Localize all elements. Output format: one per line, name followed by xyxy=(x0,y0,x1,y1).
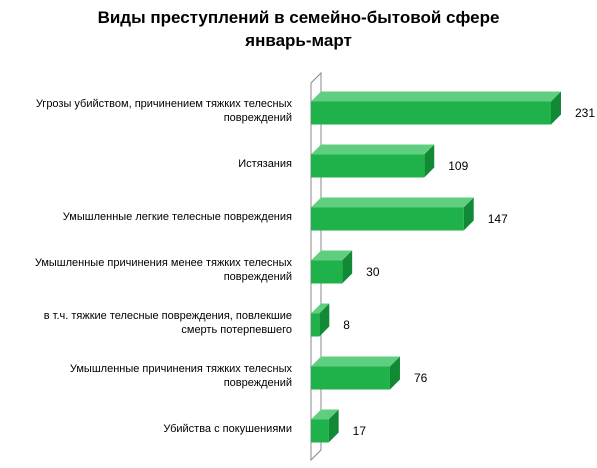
category-label-3-line-0: Умышленные причинения менее тяжких телес… xyxy=(35,257,293,269)
chart-subtitle: январь-март xyxy=(245,31,352,50)
bar-top-2 xyxy=(311,197,474,208)
category-label-3-line-1: повреждений xyxy=(224,271,292,283)
category-label-0-line-0: Угрозы убийством, причинением тяжких тел… xyxy=(36,98,293,110)
chart-title-block: Виды преступлений в семейно-бытовой сфер… xyxy=(0,6,597,52)
bar-side-3 xyxy=(342,250,353,284)
data-label-4: 8 xyxy=(343,318,350,332)
category-label-5-line-0: Умышленные причинения тяжких телесных xyxy=(70,363,293,375)
data-label-5: 76 xyxy=(414,371,428,385)
bar-top-5 xyxy=(311,356,400,367)
chart-title: Виды преступлений в семейно-бытовой сфер… xyxy=(97,8,500,27)
category-label-4-line-0: в т.ч. тяжкие телесные повреждения, повл… xyxy=(44,310,292,322)
bar-3 xyxy=(311,260,343,284)
bar-side-0 xyxy=(551,91,561,125)
bar-5 xyxy=(311,366,390,390)
category-label-5-line-1: повреждений xyxy=(224,377,292,389)
category-label-2: Умышленные легкие телесные повреждения xyxy=(63,211,292,223)
bar-0 xyxy=(311,101,551,125)
category-label-1: Истязания xyxy=(238,158,292,170)
bar-top-1 xyxy=(311,144,435,155)
bar-side-4 xyxy=(319,303,330,337)
data-label-1: 109 xyxy=(448,159,468,173)
bar-top-4 xyxy=(311,303,330,314)
data-label-6: 17 xyxy=(353,424,367,438)
bar-2 xyxy=(311,207,464,231)
data-label-0: 231 xyxy=(575,106,595,120)
category-label-0-line-1: повреждений xyxy=(224,112,292,124)
bar-6 xyxy=(311,419,329,443)
data-label-2: 147 xyxy=(488,212,508,226)
bar-side-2 xyxy=(463,197,474,231)
bar-4 xyxy=(311,313,320,337)
bar-1 xyxy=(311,154,425,178)
data-label-3: 30 xyxy=(366,265,380,279)
bar-side-1 xyxy=(424,144,435,178)
bar-side-6 xyxy=(328,409,339,443)
category-label-4-line-1: смерть потерпевшего xyxy=(181,324,292,336)
bar-side-5 xyxy=(389,356,400,390)
category-label-6: Убийства с покушениями xyxy=(163,423,292,435)
bar-top-3 xyxy=(311,250,353,261)
bar-top-0 xyxy=(311,91,561,102)
bar-top-6 xyxy=(311,409,339,420)
